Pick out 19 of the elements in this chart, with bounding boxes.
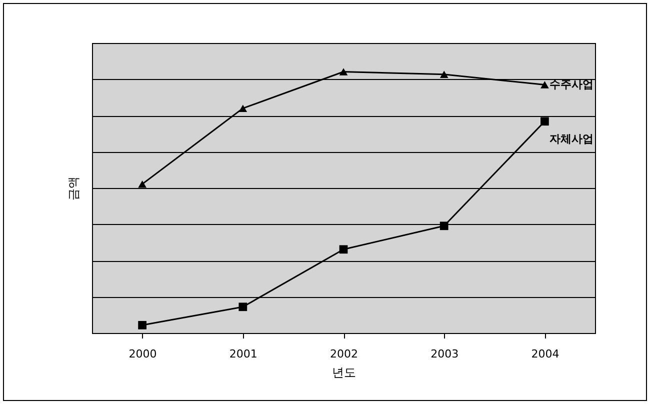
point bbox=[540, 117, 549, 126]
series-label: 수주사업 bbox=[550, 78, 594, 91]
x-tick-label: 2002 bbox=[330, 348, 358, 360]
point bbox=[238, 302, 248, 312]
x-tick-label: 2003 bbox=[430, 348, 459, 360]
point bbox=[339, 68, 348, 76]
point bbox=[138, 320, 146, 330]
point bbox=[540, 81, 549, 88]
x-tick-label: 2001 bbox=[229, 348, 258, 360]
series-label: 자체사업 bbox=[550, 132, 594, 146]
point bbox=[440, 70, 448, 78]
point bbox=[339, 245, 348, 254]
point bbox=[138, 180, 146, 188]
y-axis-title: 금액 bbox=[66, 176, 80, 200]
x-tick-label: 2004 bbox=[531, 348, 560, 360]
x-axis-title: 년도 bbox=[332, 366, 356, 380]
point bbox=[440, 222, 448, 230]
x-tick-label: 2000 bbox=[128, 348, 157, 360]
point bbox=[238, 104, 248, 112]
